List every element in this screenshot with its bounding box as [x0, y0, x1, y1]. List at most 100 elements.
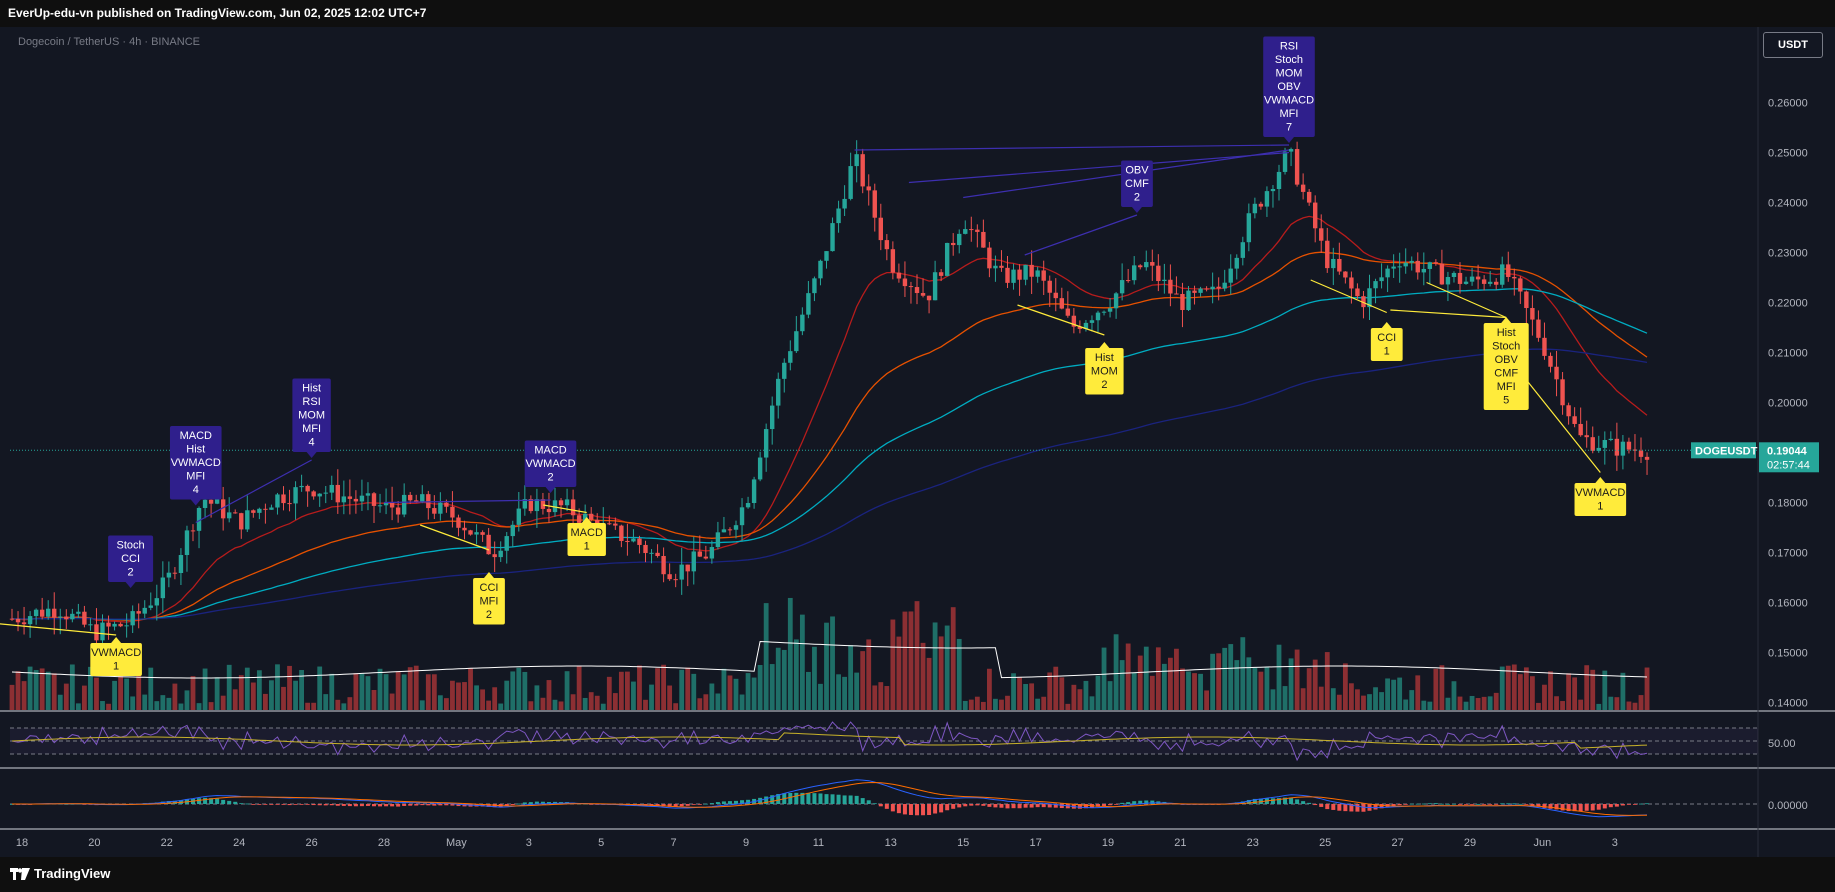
label-text: RSI	[302, 396, 320, 408]
candle-body	[993, 265, 998, 269]
candle-body	[1506, 264, 1511, 277]
macd-hist-bar	[293, 804, 298, 805]
candle-body	[806, 293, 811, 315]
candle-body	[1500, 264, 1505, 285]
label-text: 4	[193, 484, 199, 496]
volume-bar	[582, 697, 588, 710]
candle-body	[1306, 191, 1312, 203]
volume-bar	[238, 675, 244, 710]
macd-hist-bar	[1047, 804, 1052, 808]
volume-bar	[311, 702, 317, 710]
candle-body	[951, 242, 956, 246]
candle-body	[1150, 262, 1155, 266]
volume-bar	[9, 684, 15, 710]
macd-hist-bar	[981, 804, 986, 806]
candle-body	[679, 564, 684, 580]
macd-hist-bar	[1409, 803, 1414, 805]
volume-bar	[727, 675, 733, 710]
macd-hist-bar	[275, 804, 280, 805]
candle-body	[106, 622, 111, 627]
macd-hist-bar	[1596, 804, 1601, 810]
price-tick-label: 0.20000	[1768, 398, 1808, 410]
volume-bar	[739, 694, 745, 710]
candle-body	[196, 507, 202, 531]
currency-button[interactable]: USDT	[1763, 32, 1823, 58]
volume-bar	[1409, 690, 1415, 710]
volume-bar	[106, 703, 111, 710]
macd-hist-bar	[1403, 804, 1408, 805]
macd-hist-bar	[915, 804, 919, 816]
candle-body	[118, 623, 123, 627]
macd-hist-bar	[528, 802, 533, 804]
candle-body	[649, 552, 654, 554]
candle-body	[1138, 265, 1143, 268]
macd-hist-bar	[1313, 804, 1318, 806]
volume-bar	[1493, 692, 1499, 710]
macd-hist-bar	[1530, 804, 1535, 806]
candle-body	[546, 508, 552, 513]
volume-bar	[1198, 673, 1203, 710]
candle-body	[1487, 281, 1493, 284]
candle-body	[160, 577, 166, 599]
macd-hist-bar	[1011, 804, 1016, 809]
candle-body	[269, 507, 274, 510]
volume-bar	[317, 666, 323, 710]
volume-bar	[685, 667, 691, 710]
candle-body	[1144, 262, 1149, 268]
label-box	[169, 426, 222, 500]
macd-hist-bar	[836, 794, 841, 804]
macd-hist-bar	[1331, 804, 1336, 810]
candle-body	[800, 314, 805, 332]
candle-body	[534, 499, 540, 512]
volume-bar	[1560, 701, 1565, 710]
volume-bar	[830, 616, 835, 710]
volume-bar	[956, 638, 962, 710]
candle-body	[281, 494, 286, 504]
volume-bar	[1047, 672, 1053, 710]
volume-bar	[1342, 663, 1348, 710]
volume-bar	[1373, 687, 1378, 710]
volume-bar	[1089, 696, 1095, 710]
volume-bar	[1119, 660, 1125, 710]
divergence-lines	[0, 144, 1601, 636]
candle-body	[697, 551, 702, 557]
volume-bar	[649, 684, 654, 710]
candle-body	[1385, 268, 1390, 278]
macd-hist-bar	[1548, 804, 1553, 809]
macd-hist-bar	[347, 804, 352, 807]
macd-hist-bar	[715, 802, 720, 804]
macd-hist-bar	[800, 792, 805, 804]
macd-hist-bar	[305, 804, 310, 805]
volume-bar	[124, 678, 130, 710]
candle-body	[715, 532, 721, 548]
volume-bar	[407, 667, 413, 710]
label-text: VWMACD	[91, 647, 141, 659]
candle-body	[100, 622, 105, 641]
candle-body	[1300, 184, 1306, 192]
volume-bar	[1041, 696, 1047, 710]
candle-body	[896, 272, 902, 279]
candle-body	[1644, 456, 1650, 460]
candle-body	[389, 502, 395, 508]
candle-body	[365, 493, 371, 496]
candle-body	[456, 517, 461, 528]
candle-body	[878, 217, 883, 241]
macd-hist-bar	[432, 804, 437, 806]
candle-body	[908, 286, 914, 288]
macd-hist-bar	[734, 800, 738, 804]
volume-bar	[1355, 689, 1360, 710]
volume-bar	[763, 603, 769, 710]
volume-bar	[1349, 683, 1354, 710]
countdown-label: 02:57:44	[1767, 459, 1810, 471]
time-tick-label: 23	[1247, 837, 1259, 849]
candle-body	[890, 249, 896, 273]
volume-bar	[1125, 643, 1131, 710]
macd-hist-bar	[848, 795, 853, 804]
label-pointer	[581, 517, 592, 523]
candle-body	[1282, 151, 1288, 172]
label-text: 1	[113, 661, 119, 673]
label-box	[1483, 323, 1529, 410]
volume-bar	[172, 683, 178, 710]
